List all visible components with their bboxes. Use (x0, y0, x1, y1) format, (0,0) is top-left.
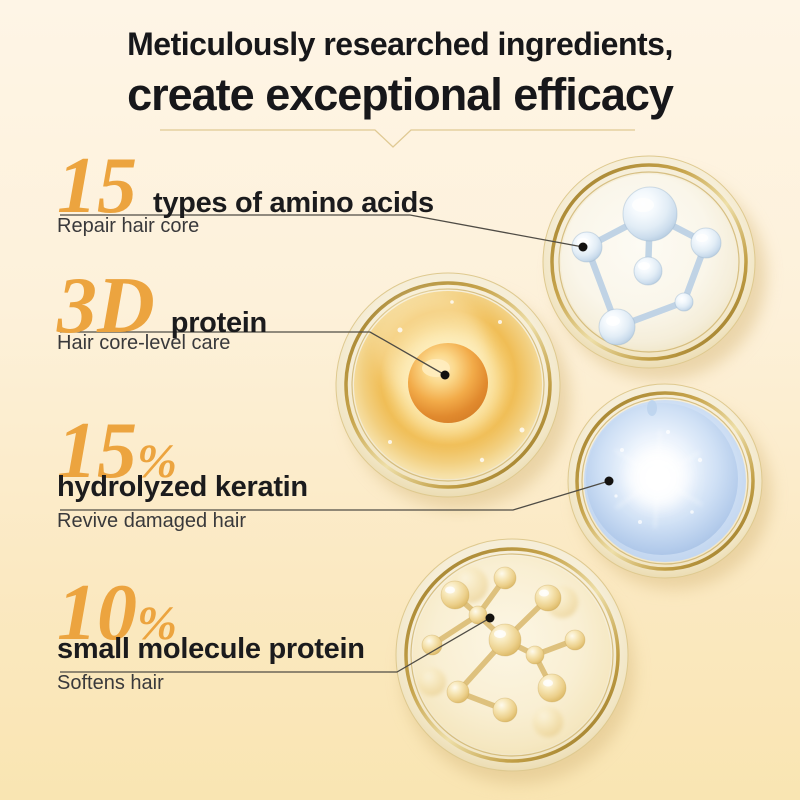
headline-line2: create exceptional efficacy (127, 68, 674, 120)
small-molecule-cluster-dish-icon (395, 538, 634, 784)
golden-protein-sphere-dish-icon (335, 272, 570, 509)
ingredient-item-small-molecule: 10% small molecule protein Softens hair (57, 573, 365, 695)
callout-protein (60, 331, 446, 376)
blue-keratin-sphere-dish-icon (567, 383, 771, 589)
ingredient-value: 10% (57, 569, 177, 657)
ingredient-label: small molecule protein (57, 633, 365, 665)
ingredient-sublabel: Hair core-level care (57, 332, 231, 354)
callout-keratin (60, 480, 610, 511)
ingredient-label: protein (170, 307, 267, 339)
callout-dots (440, 242, 614, 623)
callout-lines (60, 214, 610, 673)
callout-amino-acids (60, 214, 584, 248)
headline: Meticulously researched ingredients, cre… (0, 26, 800, 120)
amino-acid-molecule-dish-icon (542, 155, 766, 380)
ingredient-value: 15 (57, 142, 137, 230)
ingredient-item-protein: 3D protein Hair core-level care (57, 266, 267, 355)
ingredient-item-amino-acids: 15 types of amino acids Repair hair core (57, 146, 434, 238)
ingredient-sublabel: Softens hair (57, 672, 164, 694)
ingredient-item-keratin: 15% hydrolyzed keratin Revive damaged ha… (57, 411, 308, 533)
title-divider-notch (160, 129, 635, 148)
ingredient-label: hydrolyzed keratin (57, 471, 308, 503)
ingredient-value: 15% (57, 407, 177, 495)
ingredient-value: 3D (57, 262, 155, 350)
ingredient-label: types of amino acids (153, 187, 434, 219)
ingredient-sublabel: Repair hair core (57, 215, 200, 237)
ingredient-sublabel: Revive damaged hair (57, 510, 246, 532)
headline-line1: Meticulously researched ingredients, (127, 26, 673, 62)
callout-small-molecule (60, 617, 491, 673)
